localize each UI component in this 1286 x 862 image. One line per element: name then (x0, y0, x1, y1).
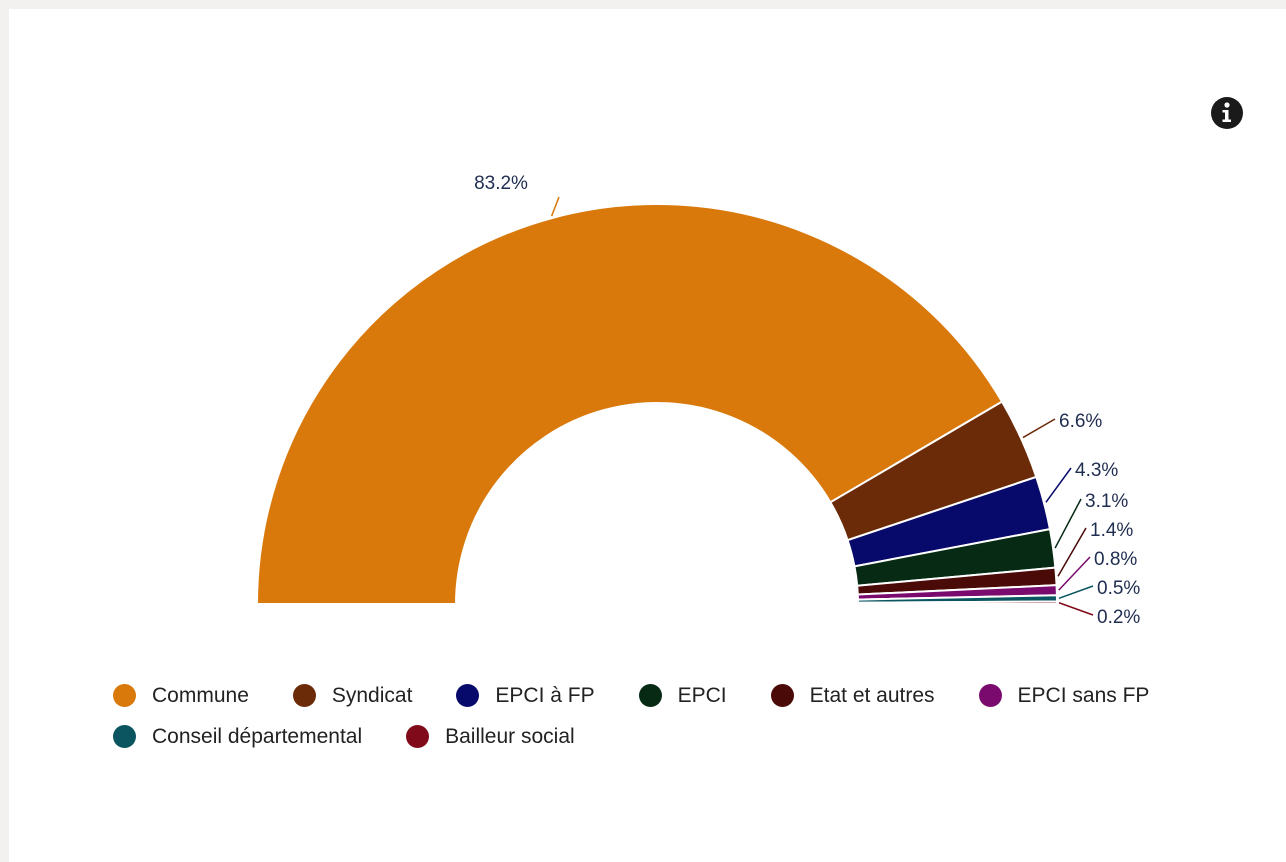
legend-swatch (770, 684, 794, 707)
slice-commune[interactable] (255, 203, 1004, 605)
legend-label: EPCI (677, 683, 727, 707)
slice-bailleur-social[interactable] (856, 600, 1059, 605)
data-label-epci-sans-fp: 0.8% (1094, 549, 1137, 570)
legend-row: Commune Syndicat EPCI à FP EPCI Etat et autr… (113, 675, 1253, 716)
data-label-conseil-departemental: 0.5% (1097, 578, 1140, 599)
legend-swatch (638, 684, 662, 707)
connector-syndicat (1022, 418, 1056, 439)
legend-item[interactable]: Commune (113, 684, 249, 708)
legend-label: Conseil départemental (152, 724, 363, 748)
connector-epci-sans-fp (1058, 556, 1091, 591)
connector-commune (550, 196, 560, 217)
legend-label: EPCI sans FP (1017, 683, 1150, 707)
semicircle-donut-chart: 83.2% 6.6% 4.3% 3.1% 1.4% 0.8% 0.5% 0.2% (255, 173, 1140, 628)
legend-swatch (113, 725, 136, 748)
legend-label: Bailleur social (445, 724, 575, 748)
legend-item[interactable]: Syndicat (292, 683, 413, 708)
legend-item[interactable]: EPCI sans FP (978, 683, 1150, 708)
legend-item[interactable]: EPCI (638, 683, 727, 708)
legend-item[interactable]: Conseil départemental (113, 725, 362, 749)
info-circle-icon (1211, 97, 1243, 129)
data-label-epci-a-fp: 4.3% (1075, 460, 1118, 481)
legend-item[interactable]: Bailleur social (406, 725, 575, 749)
legend-row: Conseil départemental Bailleur social (113, 716, 1253, 757)
legend-swatch (978, 684, 1002, 707)
connector-bailleur-social (1058, 602, 1094, 616)
connector-conseil-departemental (1058, 585, 1094, 600)
data-label-commune: 83.2% (474, 173, 528, 194)
legend-swatch (456, 684, 480, 707)
legend-swatch (406, 725, 430, 748)
connector-epci-a-fp (1045, 467, 1072, 503)
legend-label: EPCI à FP (495, 683, 595, 707)
data-label-epci: 3.1% (1085, 491, 1128, 512)
legend-label: Commune (152, 683, 249, 707)
legend-label: Syndicat (331, 683, 413, 707)
chart-legend: Commune Syndicat EPCI à FP EPCI Etat et autr… (113, 675, 1253, 757)
connector-etat-et-autres (1057, 527, 1087, 577)
info-button[interactable] (1207, 93, 1247, 133)
data-label-syndicat: 6.6% (1059, 411, 1102, 432)
legend-item[interactable]: Etat et autres (770, 683, 935, 708)
legend-label: Etat et autres (809, 683, 935, 707)
legend-item[interactable]: EPCI à FP (456, 683, 595, 708)
data-label-bailleur-social: 0.2% (1097, 607, 1140, 628)
legend-swatch (113, 684, 136, 707)
connector-epci (1054, 498, 1082, 549)
data-label-etat-et-autres: 1.4% (1090, 520, 1133, 541)
chart-card: 83.2% 6.6% 4.3% 3.1% 1.4% 0.8% 0.5% 0.2% Commun… (9, 9, 1286, 862)
legend-swatch (292, 684, 316, 707)
